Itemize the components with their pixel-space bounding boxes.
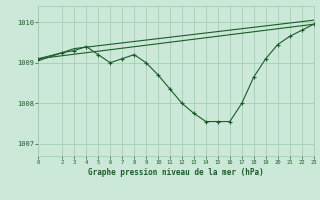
X-axis label: Graphe pression niveau de la mer (hPa): Graphe pression niveau de la mer (hPa) [88,168,264,177]
